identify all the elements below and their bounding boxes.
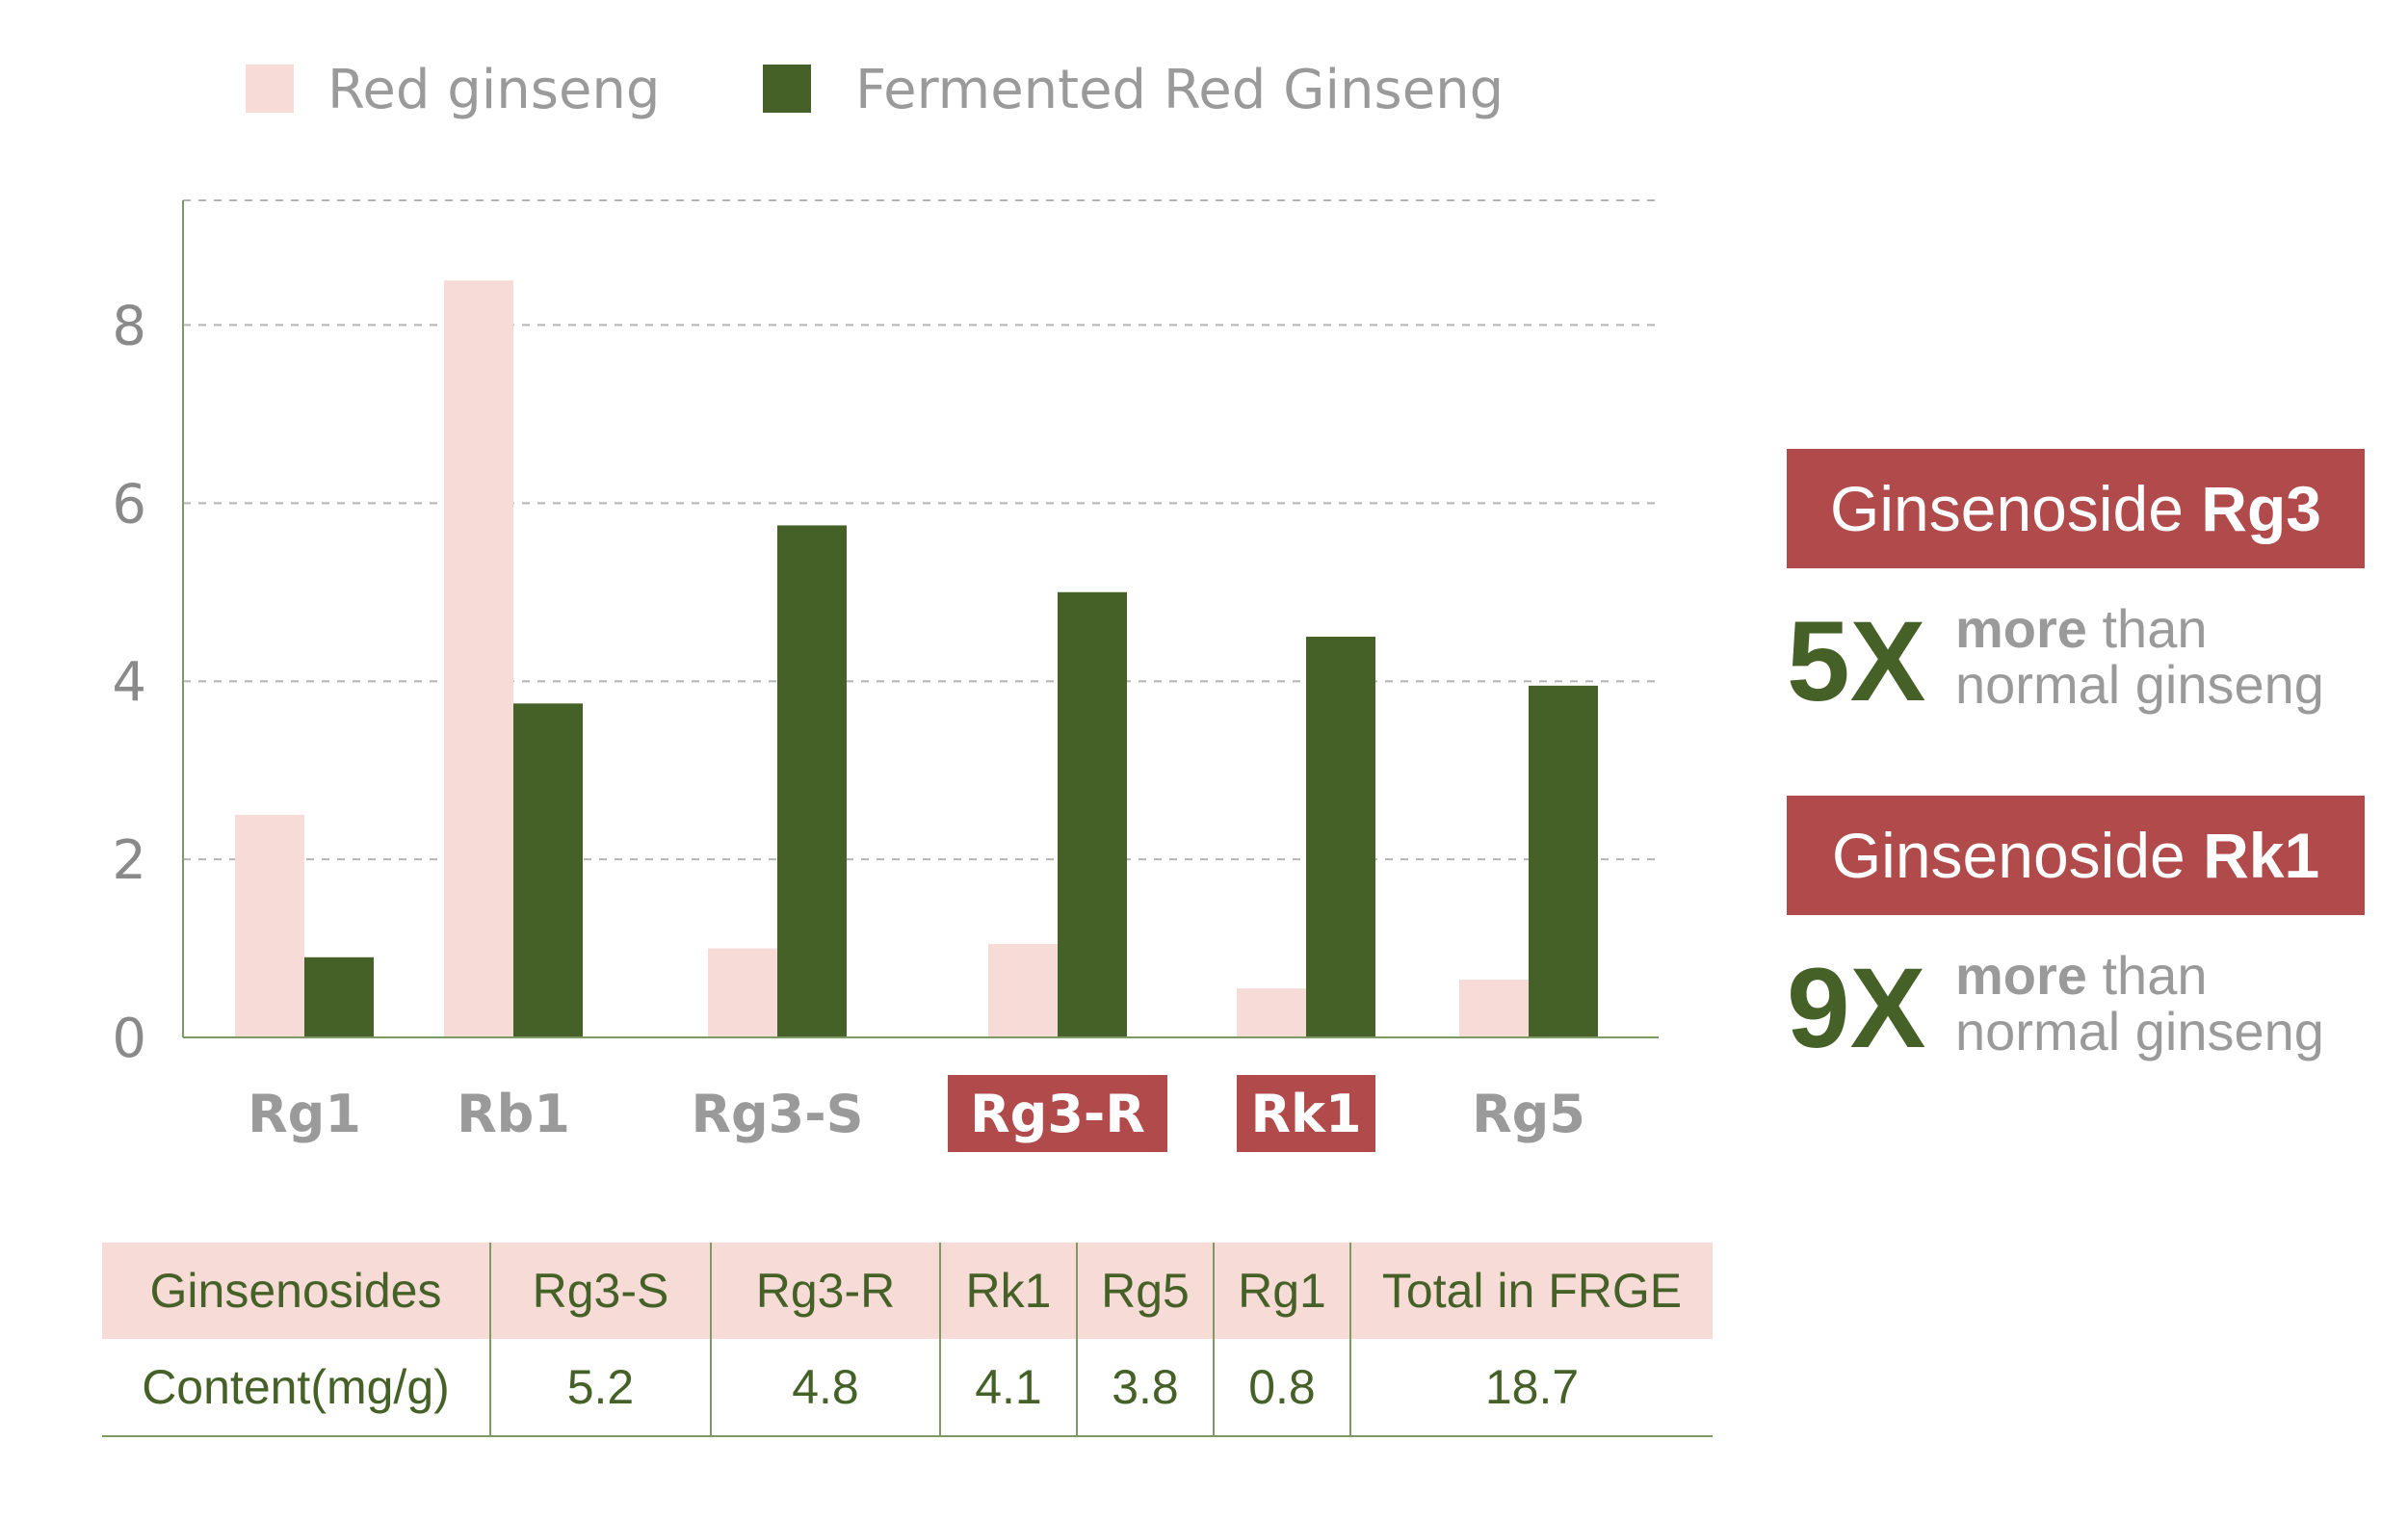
- x-axis-labels: Rg1 Rb1 Rg3-S Rg3-R Rk1 Rg5: [248, 1075, 1585, 1152]
- callout-rk1-strong: more: [1955, 945, 2087, 1006]
- callout-rg3-line2: normal ginseng: [1955, 654, 2324, 715]
- bar-rg1-fermented: [304, 957, 374, 1037]
- y-tick-label: 8: [112, 295, 146, 357]
- x-tick-label: Rk1: [1250, 1084, 1361, 1144]
- bar-rg1-red-ginseng: [235, 814, 304, 1037]
- callout-rk1-line2: normal ginseng: [1955, 1001, 2324, 1061]
- y-tick-label: 6: [112, 473, 146, 536]
- table-cell: 0.8: [1213, 1339, 1350, 1436]
- legend-swatch-fermented-red-ginseng: [763, 65, 811, 113]
- table-header-cell: Ginsenosides: [102, 1243, 490, 1339]
- table-cell: 18.7: [1349, 1339, 1713, 1436]
- callout-rg3-name: Rg3: [2201, 473, 2321, 544]
- table-cell: 4.8: [710, 1339, 940, 1436]
- callout-rg3-banner: Ginsenoside Rg3: [1787, 449, 2365, 568]
- bar-chart: Red ginseng Fermented Red Ginseng 02468 …: [112, 59, 1659, 1152]
- bar-rg3-r-fermented: [1058, 591, 1127, 1037]
- legend-label-fermented-red-ginseng: Fermented Red Ginseng: [855, 59, 1504, 121]
- table-header-cell: Rg1: [1213, 1243, 1350, 1339]
- x-tick-label: Rg5: [1472, 1084, 1585, 1144]
- bar-rb1-fermented: [513, 703, 583, 1037]
- table-header-row: Ginsenosides Rg3-S Rg3-R Rk1 Rg5 Rg1 Tot…: [102, 1243, 1713, 1339]
- bar-rb1-red-ginseng: [444, 280, 513, 1037]
- callout-rg3: Ginsenoside Rg3 5X more than normal gins…: [1787, 449, 2365, 734]
- content-table: Ginsenosides Rg3-S Rg3-R Rk1 Rg5 Rg1 Tot…: [102, 1243, 1713, 1437]
- table-header-cell: Total in FRGE: [1349, 1243, 1713, 1339]
- callout-rk1-banner: Ginsenoside Rk1: [1787, 796, 2365, 915]
- x-tick-label: Rg1: [248, 1084, 361, 1144]
- legend-label-red-ginseng: Red ginseng: [327, 59, 660, 121]
- table-cell: 3.8: [1076, 1339, 1214, 1436]
- table-header-cell: Rg3-R: [710, 1243, 940, 1339]
- category-highlight-box: [948, 1075, 1167, 1152]
- bar-rg5-red-ginseng: [1459, 979, 1529, 1037]
- chart-axes: [182, 200, 1659, 1038]
- callout-rg3-description: more than normal ginseng: [1955, 601, 2324, 713]
- callout-rk1-multiplier: 9X: [1787, 945, 1926, 1072]
- bar-rg5-fermented: [1529, 685, 1598, 1037]
- chart-bars: [235, 280, 1598, 1037]
- y-tick-label: 2: [112, 829, 146, 892]
- x-tick-label: Rb1: [457, 1084, 570, 1144]
- y-tick-label: 0: [112, 1008, 146, 1070]
- legend-swatch-red-ginseng: [246, 65, 294, 113]
- table-header-cell: Rg5: [1076, 1243, 1214, 1339]
- callout-rk1-name: Rk1: [2203, 820, 2320, 891]
- bar-rk1-red-ginseng: [1237, 988, 1306, 1037]
- bar-rk1-fermented: [1306, 636, 1375, 1037]
- callout-rk1-stat: 9X more than normal ginseng: [1787, 936, 2365, 1081]
- bar-rg3-s-red-ginseng: [708, 948, 777, 1037]
- callout-rg3-multiplier: 5X: [1787, 598, 1926, 725]
- callout-rg3-prefix: Ginsenoside: [1830, 473, 2184, 544]
- callout-rk1-line1: than: [2102, 945, 2208, 1006]
- table-cell: 4.1: [939, 1339, 1077, 1436]
- chart-gridlines: [183, 199, 1655, 861]
- bar-rg3-r-red-ginseng: [988, 943, 1058, 1037]
- callout-rg3-stat: 5X more than normal ginseng: [1787, 590, 2365, 734]
- table-header-cell: Rg3-S: [489, 1243, 711, 1339]
- bar-rg3-s-fermented: [777, 525, 847, 1037]
- callout-rk1-description: more than normal ginseng: [1955, 948, 2324, 1060]
- table-cell: Content(mg/g): [142, 1360, 450, 1414]
- y-tick-label: 4: [112, 651, 146, 714]
- category-highlight-box: [1237, 1075, 1375, 1152]
- chart-legend: Red ginseng Fermented Red Ginseng: [246, 59, 1504, 121]
- callout-rg3-line1: than: [2102, 598, 2208, 659]
- table-header-cell: Rk1: [939, 1243, 1077, 1339]
- y-axis-ticks: 0 2 4 6 8: [112, 295, 146, 1070]
- callout-rk1: Ginsenoside Rk1 9X more than normal gins…: [1787, 796, 2365, 1081]
- callout-rk1-prefix: Ginsenoside: [1831, 820, 2186, 891]
- x-tick-label: Rg3-R: [970, 1084, 1145, 1144]
- callout-rg3-strong: more: [1955, 598, 2087, 659]
- table-row: Content(mg/g) 5.2 4.8 4.1 3.8 0.8 18.7: [102, 1339, 1713, 1436]
- table-cell: 5.2: [489, 1339, 711, 1436]
- x-tick-label: Rg3-S: [691, 1084, 863, 1144]
